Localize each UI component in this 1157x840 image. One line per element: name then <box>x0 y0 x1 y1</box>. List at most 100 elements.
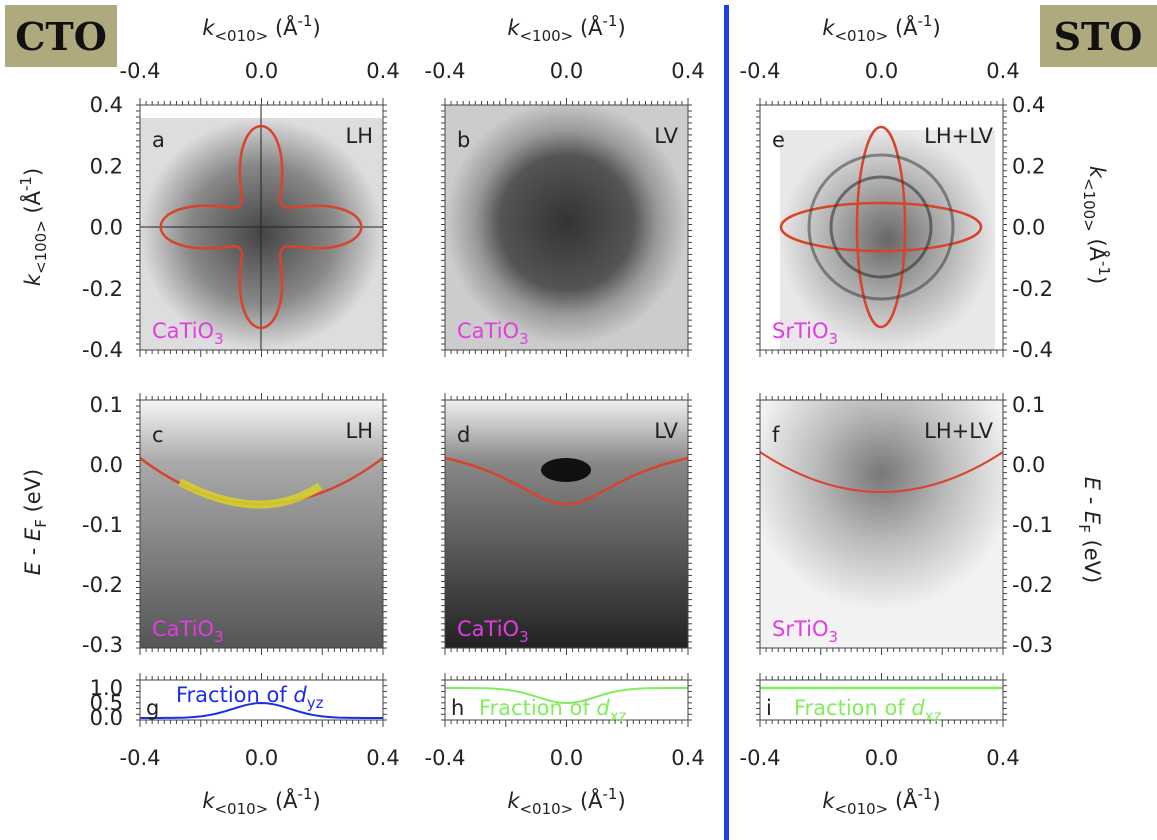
text-part: 0.0 <box>1012 453 1045 477</box>
panel-letter: g <box>146 696 159 720</box>
text-part: -0.4 <box>425 59 466 83</box>
text-part: (Å <box>573 14 603 40</box>
y-tick-label: 0.1 <box>1012 393 1045 417</box>
y-tick-label: -0.1 <box>82 513 123 537</box>
text-part: 0.4 <box>366 59 399 83</box>
text-part: -0.2 <box>1012 573 1053 597</box>
band <box>444 456 689 506</box>
text-part: (Å <box>1085 232 1111 262</box>
text-part: 0.0 <box>865 746 898 770</box>
text-part: -0.2 <box>82 573 123 597</box>
text-part: SrTiO <box>772 617 829 641</box>
band <box>759 451 1004 493</box>
text-part: Fraction of <box>176 683 293 707</box>
feature <box>541 458 591 482</box>
panel-letter: h <box>451 696 464 720</box>
text-part: k <box>822 789 835 813</box>
text-part: (eV) <box>21 469 45 519</box>
text-part: CaTiO <box>457 617 519 641</box>
text-part: ) <box>617 789 625 813</box>
x-tick-label: -0.4 <box>425 59 466 83</box>
text-part: LV <box>654 124 678 148</box>
y-tick-label: 0.2 <box>90 154 123 178</box>
y-tick-label: -0.3 <box>82 633 123 657</box>
text-part: ) <box>312 789 320 813</box>
material: CaTiO3 <box>457 617 529 646</box>
text-part: 0.0 <box>865 59 898 83</box>
subscript: xz <box>925 707 942 725</box>
y-tick-label: -0.4 <box>82 338 123 362</box>
y-tick-label: 0.4 <box>90 93 123 117</box>
map <box>760 400 1003 648</box>
text-part: - <box>1080 490 1104 511</box>
material: SrTiO3 <box>772 319 838 348</box>
y-tick-label: -0.2 <box>1012 573 1053 597</box>
superscript: -1 <box>298 785 313 803</box>
text-part: k <box>21 273 45 286</box>
subscript: <010> <box>214 800 268 818</box>
text-part: d <box>911 696 925 720</box>
text-part: k <box>507 16 520 40</box>
sto-label: STO <box>1054 14 1143 59</box>
text-part: d <box>596 696 610 720</box>
label-box <box>5 5 117 67</box>
text-part: -0.4 <box>740 59 781 83</box>
axis-title: k<010> (Å-1) <box>202 785 320 818</box>
text-part: (Å <box>888 14 918 40</box>
x-tick-label: 0.0 <box>865 746 898 770</box>
text-part: -0.3 <box>1012 633 1053 657</box>
text-part: 0.0 <box>90 706 123 730</box>
text-part: k <box>202 16 215 40</box>
x-tick-label: -0.4 <box>740 59 781 83</box>
text-part: -0.1 <box>82 513 123 537</box>
y-tick-label: 0.2 <box>1012 154 1045 178</box>
text-part: Fraction of <box>479 696 596 720</box>
x-tick-label: 0.0 <box>245 746 278 770</box>
polarization: LH+LV <box>924 419 993 443</box>
divider <box>724 5 729 840</box>
axis-title: k<100> (Å-1) <box>1080 166 1113 284</box>
superscript: -1 <box>918 785 933 803</box>
map <box>445 105 688 350</box>
text-part: g <box>146 696 159 720</box>
text-part: k <box>822 16 835 40</box>
text-part: c <box>152 423 164 447</box>
fraction-curve <box>445 687 688 705</box>
material: CaTiO3 <box>457 319 529 348</box>
text-part: k <box>507 789 520 813</box>
text-part: f <box>772 423 780 447</box>
subscript: 3 <box>214 330 224 348</box>
text-part: k <box>202 789 215 813</box>
text-part: 0.2 <box>1012 154 1045 178</box>
y-tick-label: 0.0 <box>1012 453 1045 477</box>
y-tick-label: -0.1 <box>1012 513 1053 537</box>
subscript: F <box>1075 524 1093 533</box>
y-tick-label: -0.2 <box>82 573 123 597</box>
subscript: <010> <box>834 27 888 45</box>
y-tick-label: 0.5 <box>90 691 123 715</box>
panel-letter: i <box>766 696 772 720</box>
axis-title: k<010> (Å-1) <box>202 12 320 45</box>
y-tick-label: 0.0 <box>90 453 123 477</box>
panel-letter: f <box>772 423 780 447</box>
material: CaTiO3 <box>152 319 224 348</box>
x-tick-label: 0.4 <box>986 746 1019 770</box>
text-part: (Å <box>19 190 45 220</box>
text-part: LH+LV <box>924 419 993 443</box>
text-part: (Å <box>268 787 298 813</box>
text-part: 0.0 <box>1012 216 1045 240</box>
y-tick-label: 0.4 <box>1012 93 1045 117</box>
text-part: CaTiO <box>152 319 214 343</box>
ring <box>829 175 933 279</box>
superscript: -1 <box>298 12 313 30</box>
text-part: k <box>1085 166 1109 179</box>
text-part: E <box>1080 477 1104 491</box>
panel-letter: b <box>457 128 470 152</box>
text-part: -0.1 <box>1012 513 1053 537</box>
text-part: (Å <box>888 787 918 813</box>
text-part: (Å <box>268 14 298 40</box>
cto-label: CTO <box>15 14 107 59</box>
text-part: b <box>457 128 470 152</box>
x-tick-label: 0.4 <box>366 59 399 83</box>
